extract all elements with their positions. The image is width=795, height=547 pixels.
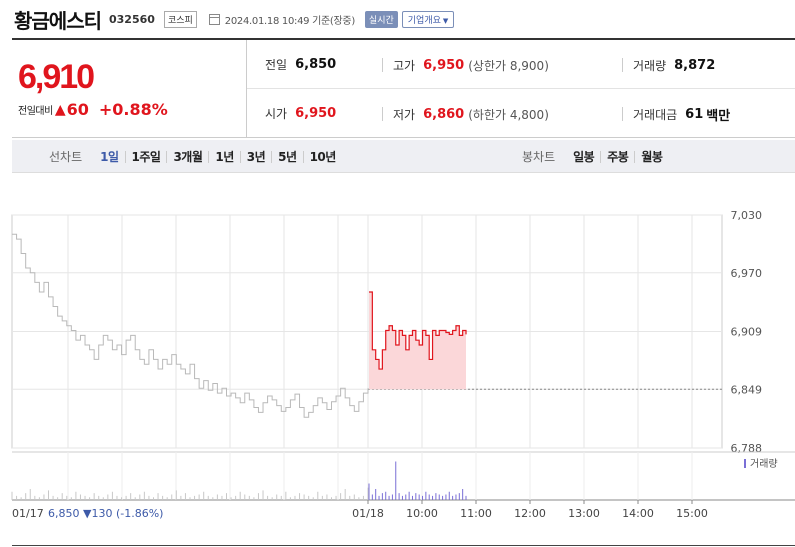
today-series [369, 291, 467, 370]
x-tick-label: 11:00 [460, 507, 492, 520]
volume-legend-swatch [744, 459, 746, 468]
prev-day-summary: 6,850 ▼130 (-1.86%) [48, 507, 163, 520]
high-cell: 고가 6,950 (상한가 8,900) [382, 57, 549, 73]
x-tick-label: 01/18 [352, 507, 384, 520]
amount-cell: 거래대금 61 백만 [622, 106, 731, 124]
low-value: 6,860 [423, 106, 465, 122]
up-arrow-icon: ▲ [54, 101, 66, 118]
amount-value: 61 [685, 106, 704, 122]
company-overview-button[interactable]: 기업개요 ▼ [401, 10, 455, 28]
stock-code: 032560 [109, 12, 155, 26]
candle-chart-title: 봉차트 [522, 150, 556, 164]
chart-tab-bar: 선차트 1일 1주일 3개월 1년 3년 5년 10년 봉차트 일봉 주봉 월봉 [12, 140, 795, 173]
tab-1d[interactable]: 1일 [100, 149, 119, 164]
price-box: 6,910 전일대비 ▲ 60 +0.88% [12, 40, 247, 138]
tab-weekly[interactable]: 주봉 [600, 150, 634, 163]
x-tick-label-prev-day: 01/17 [12, 507, 44, 520]
realtime-badge[interactable]: 실시간 [364, 10, 398, 28]
y-tick-label: 6,909 [731, 326, 763, 339]
tab-1w[interactable]: 1주일 [124, 150, 167, 163]
price-change: 전일대비 ▲ 60 +0.88% [18, 100, 168, 119]
tab-5y[interactable]: 5년 [271, 150, 302, 163]
y-tick-label: 6,970 [731, 267, 763, 280]
volume-value: 8,872 [674, 57, 716, 73]
x-tick-label: 10:00 [406, 507, 438, 520]
info-row: 시가 6,950 저가 6,860 (하한가 4,800) 거래대금 61 백만 [247, 89, 795, 138]
open-label: 시가 [265, 107, 288, 121]
x-tick-label: 13:00 [568, 507, 600, 520]
diff-rate: +0.88% [98, 100, 168, 119]
header-divider [12, 38, 795, 40]
price-chart[interactable]: 7,030 6,970 6,909 6,849 6,788 거래량 01/17 6,850 ▼… [0, 200, 795, 530]
tab-10y[interactable]: 10년 [302, 150, 342, 163]
prev-day-series [12, 233, 369, 418]
info-row: 전일 6,850 고가 6,950 (상한가 8,900) 거래량 8,872 [247, 40, 795, 89]
stock-name[interactable]: 황금에스티 [14, 8, 102, 33]
diff-label: 전일대비 [18, 106, 53, 117]
diff-value: 60 [66, 100, 89, 119]
volume-legend-label: 거래량 [750, 458, 778, 470]
market-tag: 코스피 [163, 10, 197, 28]
current-price: 6,910 [18, 58, 95, 96]
high-value: 6,950 [423, 57, 465, 73]
prev-close-cell: 전일 6,850 [265, 40, 336, 89]
volume-cell: 거래량 8,872 [622, 57, 716, 73]
tab-monthly[interactable]: 월봉 [634, 150, 668, 163]
prev-close-label: 전일 [265, 58, 288, 72]
y-tick-label: 7,030 [731, 209, 763, 222]
upper-limit: (상한가 8,900) [468, 58, 549, 73]
open-cell: 시가 6,950 [265, 89, 336, 138]
amount-label: 거래대금 [633, 107, 678, 122]
tab-daily[interactable]: 일봉 [573, 149, 595, 164]
tab-1y[interactable]: 1년 [208, 150, 239, 163]
line-chart-tabs: 선차트 1일 1주일 3개월 1년 3년 5년 10년 [49, 140, 342, 173]
timestamp: 2024.01.18 10:49 기준(장중) [224, 15, 355, 27]
x-tick-label: 15:00 [676, 507, 708, 520]
prev-close-value: 6,850 [295, 57, 337, 72]
y-tick-label: 6,788 [731, 442, 763, 455]
x-tick-label: 14:00 [622, 507, 654, 520]
line-chart-title: 선차트 [49, 150, 83, 164]
low-cell: 저가 6,860 (하한가 4,800) [382, 106, 549, 122]
open-value: 6,950 [295, 106, 337, 121]
high-label: 고가 [393, 58, 416, 73]
company-overview-label: 기업개요 [407, 15, 441, 26]
chevron-down-icon: ▼ [442, 16, 449, 25]
low-label: 저가 [393, 107, 416, 122]
candle-chart-tabs: 봉차트 일봉 주봉 월봉 [522, 140, 668, 173]
header: 황금에스티 032560 코스피 2024.01.18 10:49 기준(장중)… [14, 7, 455, 33]
lower-limit: (하한가 4,800) [468, 107, 549, 122]
price-info-grid: 전일 6,850 고가 6,950 (상한가 8,900) 거래량 8,872 … [247, 40, 795, 138]
tab-3m[interactable]: 3개월 [166, 150, 208, 163]
volume-label: 거래량 [633, 58, 667, 73]
amount-unit: 백만 [706, 108, 731, 124]
x-tick-label: 12:00 [514, 507, 546, 520]
y-tick-label: 6,849 [731, 383, 763, 396]
bottom-divider [12, 545, 795, 546]
tab-3y[interactable]: 3년 [239, 150, 271, 163]
calendar-icon [208, 13, 220, 25]
